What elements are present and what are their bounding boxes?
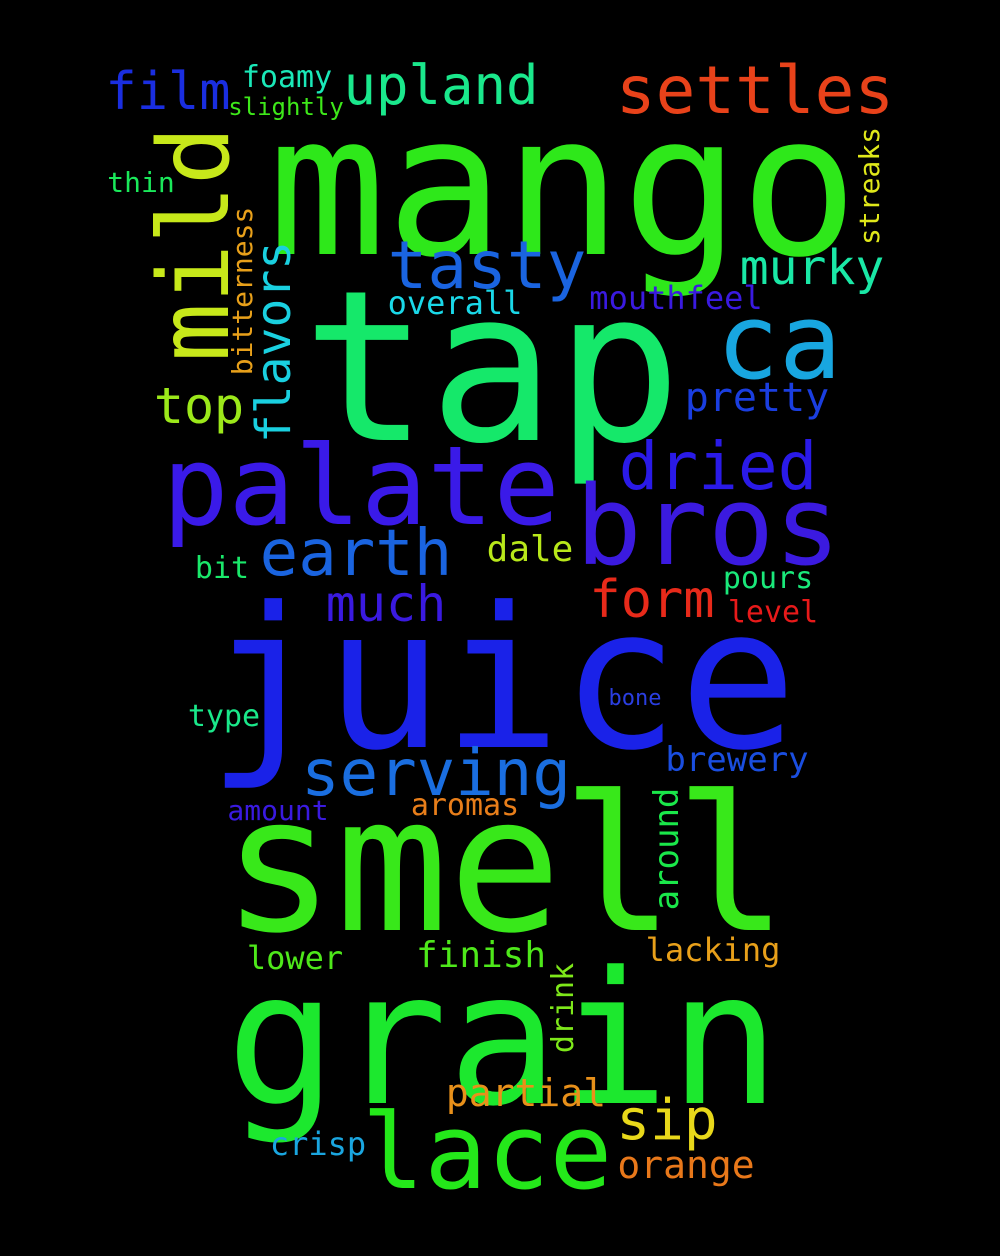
word-tap: tap	[302, 245, 682, 490]
word-ca: ca	[716, 281, 842, 403]
word-smell: smell	[222, 756, 788, 975]
word-lacking: lacking	[645, 931, 781, 969]
word-much: much	[325, 575, 447, 633]
word-slightly: slightly	[228, 93, 344, 121]
word-type: type	[187, 699, 261, 734]
word-lower: lower	[246, 939, 344, 977]
word-finish: finish	[415, 935, 547, 976]
word-crisp: crisp	[269, 1125, 367, 1163]
word-bitterness: bitterness	[226, 206, 259, 376]
word-mango: mango	[267, 73, 859, 301]
word-form: form	[589, 570, 715, 630]
word-amount: amount	[227, 794, 329, 827]
word-grain: grain	[226, 933, 780, 1147]
word-dried: dried	[618, 428, 818, 505]
word-aromas: aromas	[410, 788, 520, 823]
word-bros: bros	[575, 462, 841, 590]
word-streaks: streaks	[853, 126, 886, 246]
word-palate: palate	[162, 422, 560, 550]
word-bit: bit	[194, 551, 250, 586]
word-orange: orange	[617, 1143, 755, 1187]
word-thin: thin	[107, 166, 175, 199]
word-juice: juice	[206, 566, 798, 794]
word-partial: partial	[445, 1071, 607, 1115]
word-tasty: tasty	[387, 227, 587, 304]
word-foamy: foamy	[241, 60, 333, 95]
word-settles: settles	[615, 52, 895, 129]
word-pours: pours	[722, 561, 814, 596]
word-overall: overall	[387, 284, 523, 322]
word-film: film	[105, 62, 231, 122]
word-sip: sip	[616, 1088, 718, 1153]
word-level: level	[727, 595, 819, 630]
word-drink: drink	[546, 962, 581, 1054]
word-brewery: brewery	[665, 740, 809, 780]
word-serving: serving	[301, 737, 571, 811]
word-top: top	[153, 377, 245, 435]
word-dale: dale	[486, 529, 574, 570]
word-lace: lace	[361, 1091, 613, 1213]
word-mouthfeel: mouthfeel	[589, 279, 763, 317]
word-around: around	[647, 787, 687, 911]
word-murky: murky	[739, 240, 885, 296]
word-pretty: pretty	[684, 375, 830, 421]
word-upland: upland	[343, 54, 539, 117]
word-earth: earth	[259, 517, 453, 591]
word-bone: bone	[608, 686, 662, 711]
